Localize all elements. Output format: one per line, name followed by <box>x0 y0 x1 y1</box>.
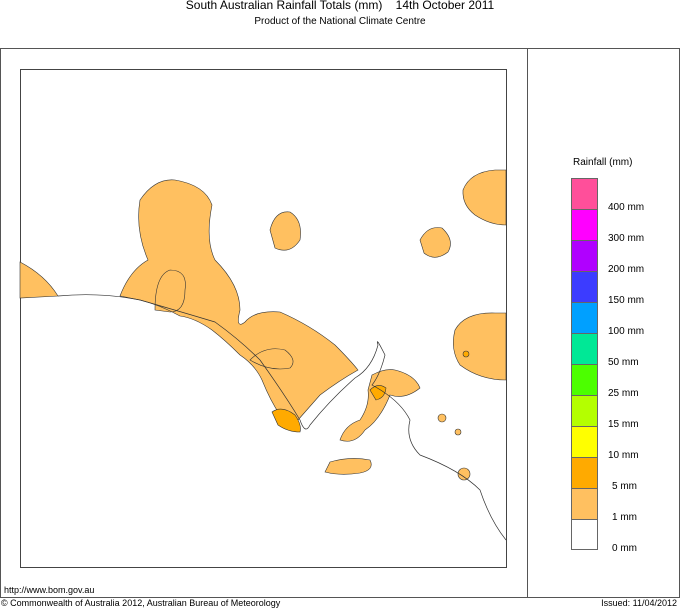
legend-swatch <box>571 333 598 364</box>
legend-label: 15 mm <box>608 419 639 430</box>
legend-label: 1 mm <box>612 512 637 523</box>
legend-divider <box>527 48 528 597</box>
legend-swatch <box>571 488 598 519</box>
rainfall-1-5mm-areas <box>19 169 507 481</box>
map-subtitle: Product of the National Climate Centre <box>254 16 426 27</box>
legend-label: 100 mm <box>608 326 645 337</box>
legend-label: 400 mm <box>608 202 645 213</box>
copyright: © Commonwealth of Australia 2012, Austra… <box>1 598 281 608</box>
legend-label: 5 mm <box>612 481 637 492</box>
legend-swatch <box>571 178 598 209</box>
legend-label: 300 mm <box>608 233 645 244</box>
legend-title: Rainfall (mm) <box>573 157 633 168</box>
rainfall-5-10mm-areas <box>271 350 470 433</box>
legend-swatch <box>571 395 598 426</box>
legend-swatch <box>571 426 598 457</box>
legend-label: 25 mm <box>608 388 639 399</box>
legend-label: 50 mm <box>608 357 639 368</box>
issued-date: Issued: 11/04/2012 <box>601 598 677 608</box>
legend-label: 200 mm <box>608 264 645 275</box>
map-title: South Australian Rainfall Totals (mm) 14… <box>185 0 495 12</box>
legend-label: 10 mm <box>608 450 639 461</box>
legend-swatch <box>571 364 598 395</box>
legend-swatch <box>571 240 598 271</box>
legend-swatch <box>571 209 598 240</box>
legend-label: 0 mm <box>612 543 637 554</box>
legend-swatch <box>571 302 598 333</box>
source-url[interactable]: http://www.bom.gov.au <box>4 585 95 595</box>
coastline <box>57 294 507 541</box>
legend-swatch <box>571 271 598 302</box>
legend-swatch <box>571 457 598 488</box>
legend-swatch <box>571 519 598 550</box>
legend-label: 150 mm <box>608 295 645 306</box>
